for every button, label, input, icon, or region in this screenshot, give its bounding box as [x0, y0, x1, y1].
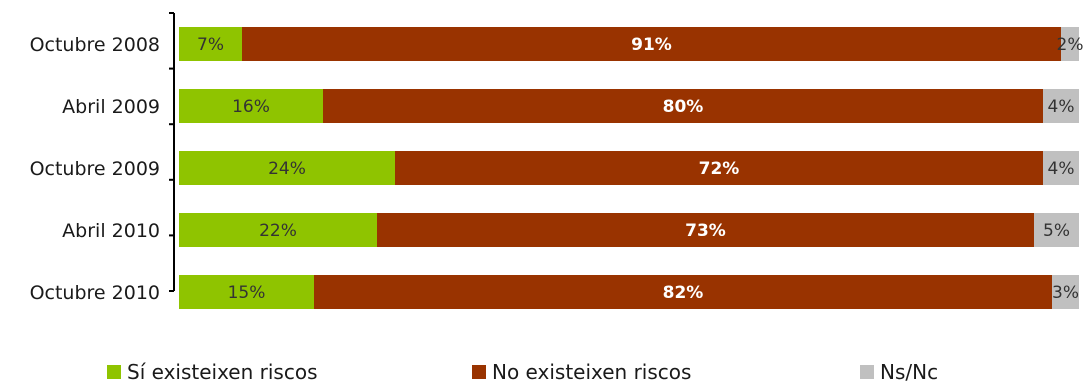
data-label: 16%: [232, 97, 270, 117]
bar-segment: [377, 213, 1034, 247]
legend-label-yes: Sí existeixen riscos: [127, 360, 318, 384]
legend: Sí existeixen riscos No existeixen risco…: [0, 360, 1088, 387]
legend-swatch-nsnc: [860, 365, 874, 379]
bar-segment: [1043, 89, 1079, 123]
bar-segment: [1043, 151, 1079, 185]
category-label: Abril 2010: [62, 220, 160, 242]
data-label: 91%: [631, 35, 672, 55]
data-label: 2%: [1057, 35, 1084, 55]
legend-item-no: No existeixen riscos: [472, 360, 691, 384]
bar-segment: [179, 89, 323, 123]
data-label: 3%: [1052, 283, 1079, 303]
data-label: 15%: [228, 283, 266, 303]
category-axis: [169, 12, 175, 292]
legend-label-nsnc: Ns/Nc: [880, 360, 939, 384]
data-label: 82%: [663, 283, 704, 303]
data-label: 7%: [197, 35, 224, 55]
bar-segment: [242, 27, 1061, 61]
legend-swatch-yes: [107, 365, 121, 379]
bar-segment: [1034, 213, 1079, 247]
bar-segment: [179, 151, 395, 185]
legend-label-no: No existeixen riscos: [492, 360, 692, 384]
bar-segment: [1061, 27, 1079, 61]
bar-segment: [323, 89, 1043, 123]
bar-segment: [179, 213, 377, 247]
category-label: Octubre 2008: [30, 34, 160, 56]
stacked-bar-chart: 7% 91% 2%16% 80% 4%24% 72% 4%22% 73% 5%15% 82% 3% …: [30, 12, 1083, 309]
data-label: 24%: [268, 159, 306, 179]
data-label: 22%: [259, 221, 297, 241]
data-label: 73%: [685, 221, 726, 241]
category-label: Octubre 2009: [30, 158, 160, 180]
data-label: 4%: [1048, 97, 1075, 117]
category-label: Octubre 2010: [30, 282, 160, 304]
legend-item-nsnc: Ns/Nc: [860, 360, 938, 384]
bar-segment: [1052, 275, 1079, 309]
bar-segment: [179, 27, 242, 61]
data-label: 72%: [699, 159, 740, 179]
category-labels: Octubre 2008 Abril 2009 Octubre 2009 Abril …: [30, 34, 160, 304]
bar-segment: [314, 275, 1052, 309]
data-label: 5%: [1043, 221, 1070, 241]
bar-segment: [179, 275, 314, 309]
data-label: 4%: [1048, 159, 1075, 179]
bars: 7% 91% 2% 16% 80% 4% 24% 72% 4% 22% 73% 5% 15% 82% 3%: [179, 27, 1083, 309]
data-label: 80%: [663, 97, 704, 117]
bar-segment: [395, 151, 1043, 185]
category-label: Abril 2009: [62, 96, 160, 118]
legend-swatch-no: [472, 365, 486, 379]
legend-item-yes: Sí existeixen riscos: [107, 360, 318, 384]
